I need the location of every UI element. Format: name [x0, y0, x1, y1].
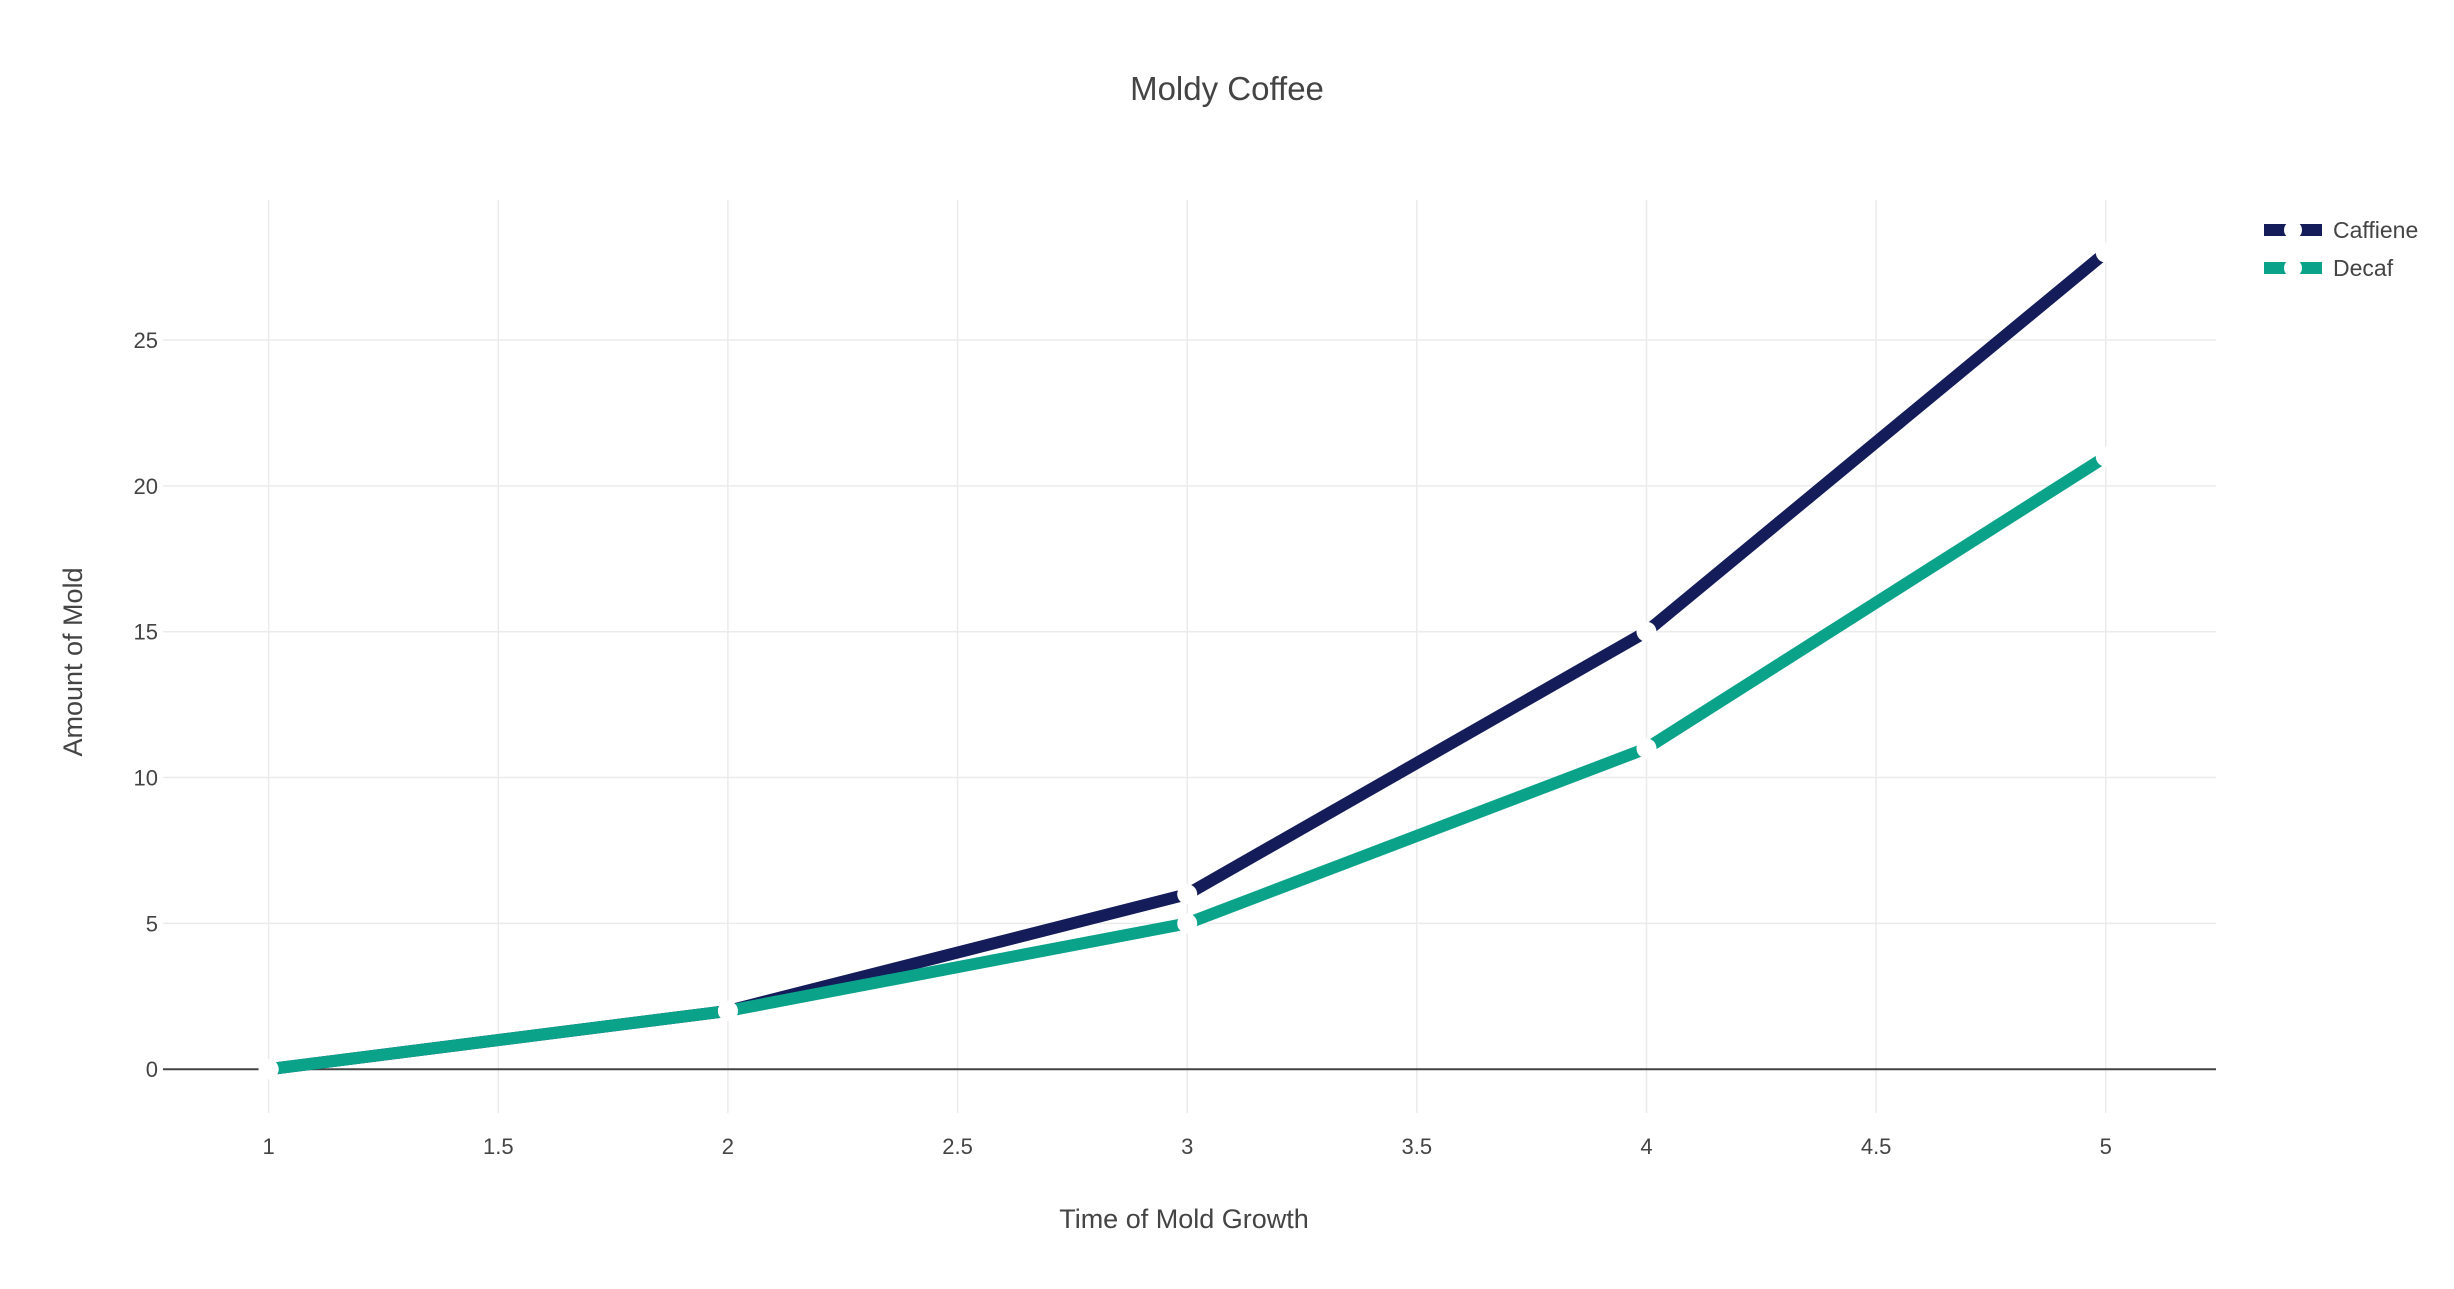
y-tick-label: 5: [146, 911, 158, 936]
y-axis-title: Amount of Mold: [58, 567, 88, 756]
y-tick-label: 0: [146, 1057, 158, 1082]
legend-marker: [2284, 259, 2302, 277]
x-tick-label: 3.5: [1402, 1134, 1433, 1159]
x-tick-label: 4: [1640, 1134, 1652, 1159]
y-tick-label: 20: [134, 474, 158, 499]
grid-lines: [163, 200, 2216, 1113]
x-tick-label: 4.5: [1861, 1134, 1892, 1159]
x-tick-label: 1.5: [483, 1134, 514, 1159]
legend-item-decaf[interactable]: Decaf: [2264, 255, 2394, 281]
tick-labels: 1 1.5 2 2.5 3 3.5 4 4.5 5 0 5 10 15 20 25: [134, 328, 2112, 1159]
data-point-caffiene[interactable]: [2095, 242, 2116, 263]
x-tick-label: 3: [1181, 1134, 1193, 1159]
data-point-decaf[interactable]: [1177, 913, 1198, 934]
y-tick-label: 25: [134, 328, 158, 353]
y-tick-label: 15: [134, 620, 158, 645]
legend-label: Caffiene: [2333, 217, 2418, 243]
series-markers: [258, 242, 2116, 1080]
legend-marker: [2284, 221, 2302, 239]
x-tick-label: 5: [2100, 1134, 2112, 1159]
data-point-decaf[interactable]: [717, 1000, 738, 1021]
x-tick-label: 1: [263, 1134, 275, 1159]
legend-item-caffiene[interactable]: Caffiene: [2264, 217, 2418, 243]
chart-title: Moldy Coffee: [1130, 70, 1324, 107]
x-tick-label: 2: [722, 1134, 734, 1159]
data-point-decaf[interactable]: [2095, 446, 2116, 467]
data-point-caffiene[interactable]: [1636, 621, 1657, 642]
legend[interactable]: Caffiene Decaf: [2264, 217, 2418, 281]
data-point-decaf[interactable]: [1636, 738, 1657, 759]
data-point-decaf[interactable]: [258, 1059, 279, 1080]
x-tick-label: 2.5: [942, 1134, 973, 1159]
data-point-caffiene[interactable]: [1177, 884, 1198, 905]
y-tick-label: 10: [134, 766, 158, 791]
x-axis-title: Time of Mold Growth: [1059, 1204, 1309, 1234]
legend-label: Decaf: [2333, 255, 2394, 281]
